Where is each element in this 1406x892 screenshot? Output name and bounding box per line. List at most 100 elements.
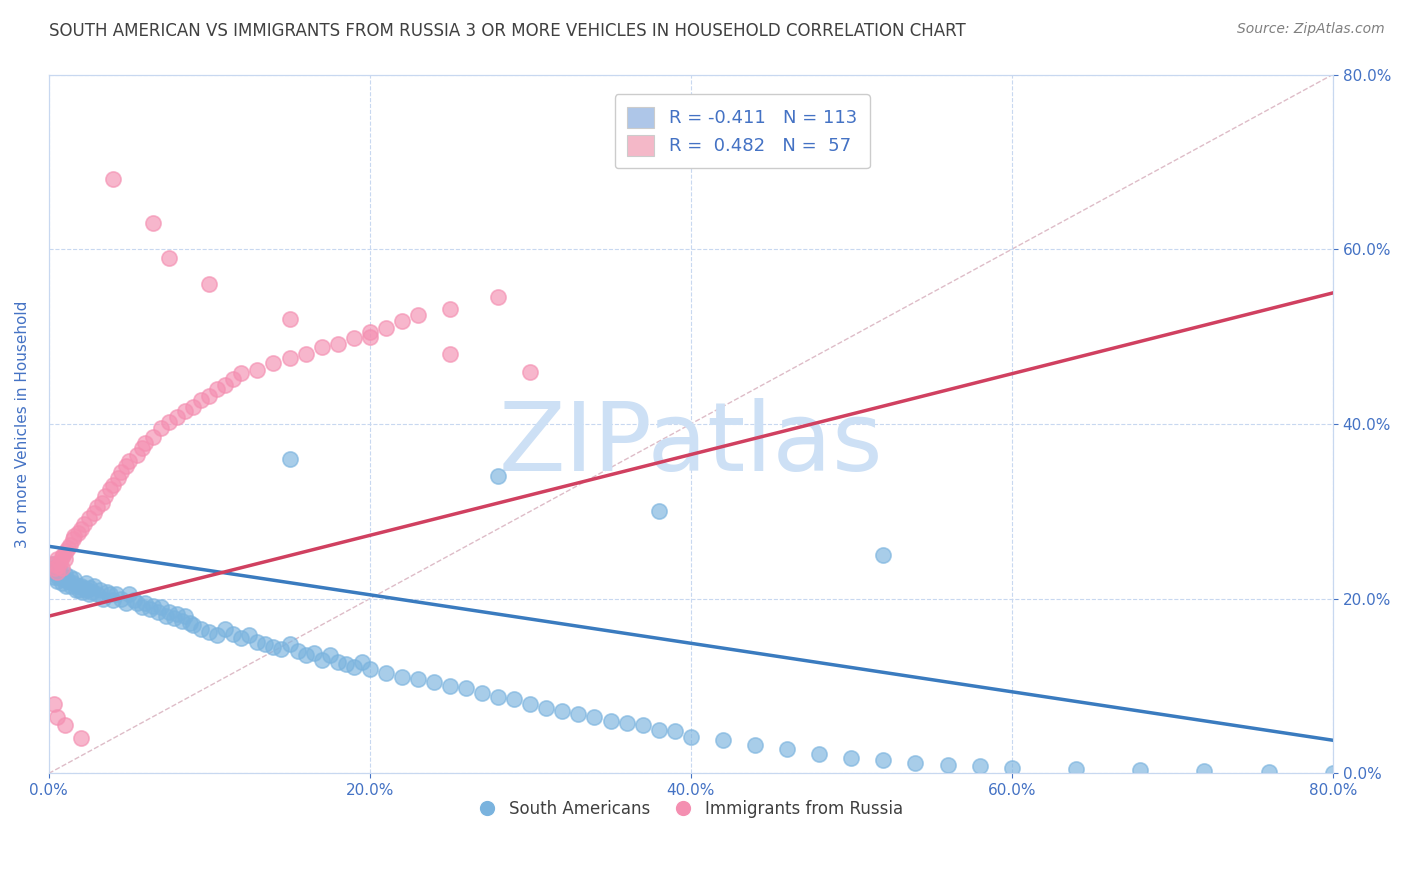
- Point: [808, 747, 831, 762]
- Point: [198, 389, 221, 403]
- Point: [125, 596, 148, 610]
- Point: [181, 400, 204, 414]
- Point: [1064, 762, 1087, 776]
- Point: [118, 453, 141, 467]
- Point: [969, 759, 991, 773]
- Point: [486, 290, 509, 304]
- Point: [326, 336, 349, 351]
- Point: [51, 576, 73, 591]
- Point: [270, 642, 292, 657]
- Point: [439, 679, 461, 693]
- Point: [51, 549, 73, 564]
- Point: [51, 570, 73, 584]
- Point: [536, 701, 558, 715]
- Point: [91, 591, 114, 606]
- Point: [391, 670, 413, 684]
- Point: [42, 561, 65, 575]
- Point: [679, 730, 702, 744]
- Point: [294, 648, 316, 663]
- Point: [174, 609, 197, 624]
- Point: [181, 618, 204, 632]
- Point: [49, 555, 72, 569]
- Text: SOUTH AMERICAN VS IMMIGRANTS FROM RUSSIA 3 OR MORE VEHICLES IN HOUSEHOLD CORRELA: SOUTH AMERICAN VS IMMIGRANTS FROM RUSSIA…: [49, 22, 966, 40]
- Point: [83, 579, 105, 593]
- Point: [343, 660, 366, 674]
- Point: [294, 347, 316, 361]
- Point: [254, 637, 277, 651]
- Text: Source: ZipAtlas.com: Source: ZipAtlas.com: [1237, 22, 1385, 37]
- Point: [519, 365, 541, 379]
- Point: [486, 469, 509, 483]
- Point: [131, 442, 153, 456]
- Point: [45, 574, 67, 589]
- Point: [374, 665, 396, 680]
- Point: [75, 576, 97, 591]
- Point: [42, 570, 65, 584]
- Point: [454, 681, 477, 695]
- Point: [89, 582, 111, 597]
- Point: [1322, 765, 1344, 780]
- Point: [207, 628, 229, 642]
- Point: [63, 573, 86, 587]
- Point: [423, 674, 446, 689]
- Point: [98, 587, 121, 601]
- Point: [318, 648, 340, 663]
- Point: [48, 570, 70, 584]
- Point: [246, 635, 269, 649]
- Point: [70, 579, 93, 593]
- Point: [406, 672, 429, 686]
- Point: [647, 723, 669, 737]
- Point: [406, 308, 429, 322]
- Point: [391, 314, 413, 328]
- Point: [872, 753, 894, 767]
- Point: [49, 566, 72, 580]
- Point: [118, 587, 141, 601]
- Point: [311, 653, 333, 667]
- Point: [207, 382, 229, 396]
- Point: [198, 277, 221, 292]
- Point: [122, 593, 145, 607]
- Point: [326, 655, 349, 669]
- Point: [222, 626, 245, 640]
- Point: [311, 340, 333, 354]
- Point: [107, 471, 129, 485]
- Point: [904, 756, 927, 770]
- Point: [105, 587, 128, 601]
- Point: [86, 500, 108, 514]
- Point: [55, 543, 77, 558]
- Point: [72, 584, 94, 599]
- Point: [350, 655, 373, 669]
- Point: [238, 628, 260, 642]
- Point: [59, 537, 82, 551]
- Point: [48, 558, 70, 573]
- Point: [872, 548, 894, 562]
- Point: [41, 557, 63, 571]
- Point: [664, 724, 686, 739]
- Point: [53, 718, 76, 732]
- Point: [166, 607, 188, 622]
- Point: [59, 570, 82, 584]
- Point: [486, 690, 509, 704]
- Point: [839, 750, 862, 764]
- Point: [936, 757, 959, 772]
- Point: [439, 301, 461, 316]
- Point: [631, 718, 654, 732]
- Point: [142, 430, 165, 444]
- Point: [439, 347, 461, 361]
- Point: [150, 600, 173, 615]
- Point: [62, 576, 84, 591]
- Point: [44, 561, 66, 575]
- Point: [62, 533, 84, 547]
- Point: [101, 172, 124, 186]
- Point: [150, 421, 173, 435]
- Point: [110, 465, 132, 479]
- Point: [214, 622, 236, 636]
- Point: [157, 605, 180, 619]
- Point: [52, 548, 75, 562]
- Point: [44, 566, 66, 580]
- Point: [142, 216, 165, 230]
- Point: [114, 458, 136, 473]
- Point: [56, 541, 79, 555]
- Point: [157, 415, 180, 429]
- Point: [142, 599, 165, 613]
